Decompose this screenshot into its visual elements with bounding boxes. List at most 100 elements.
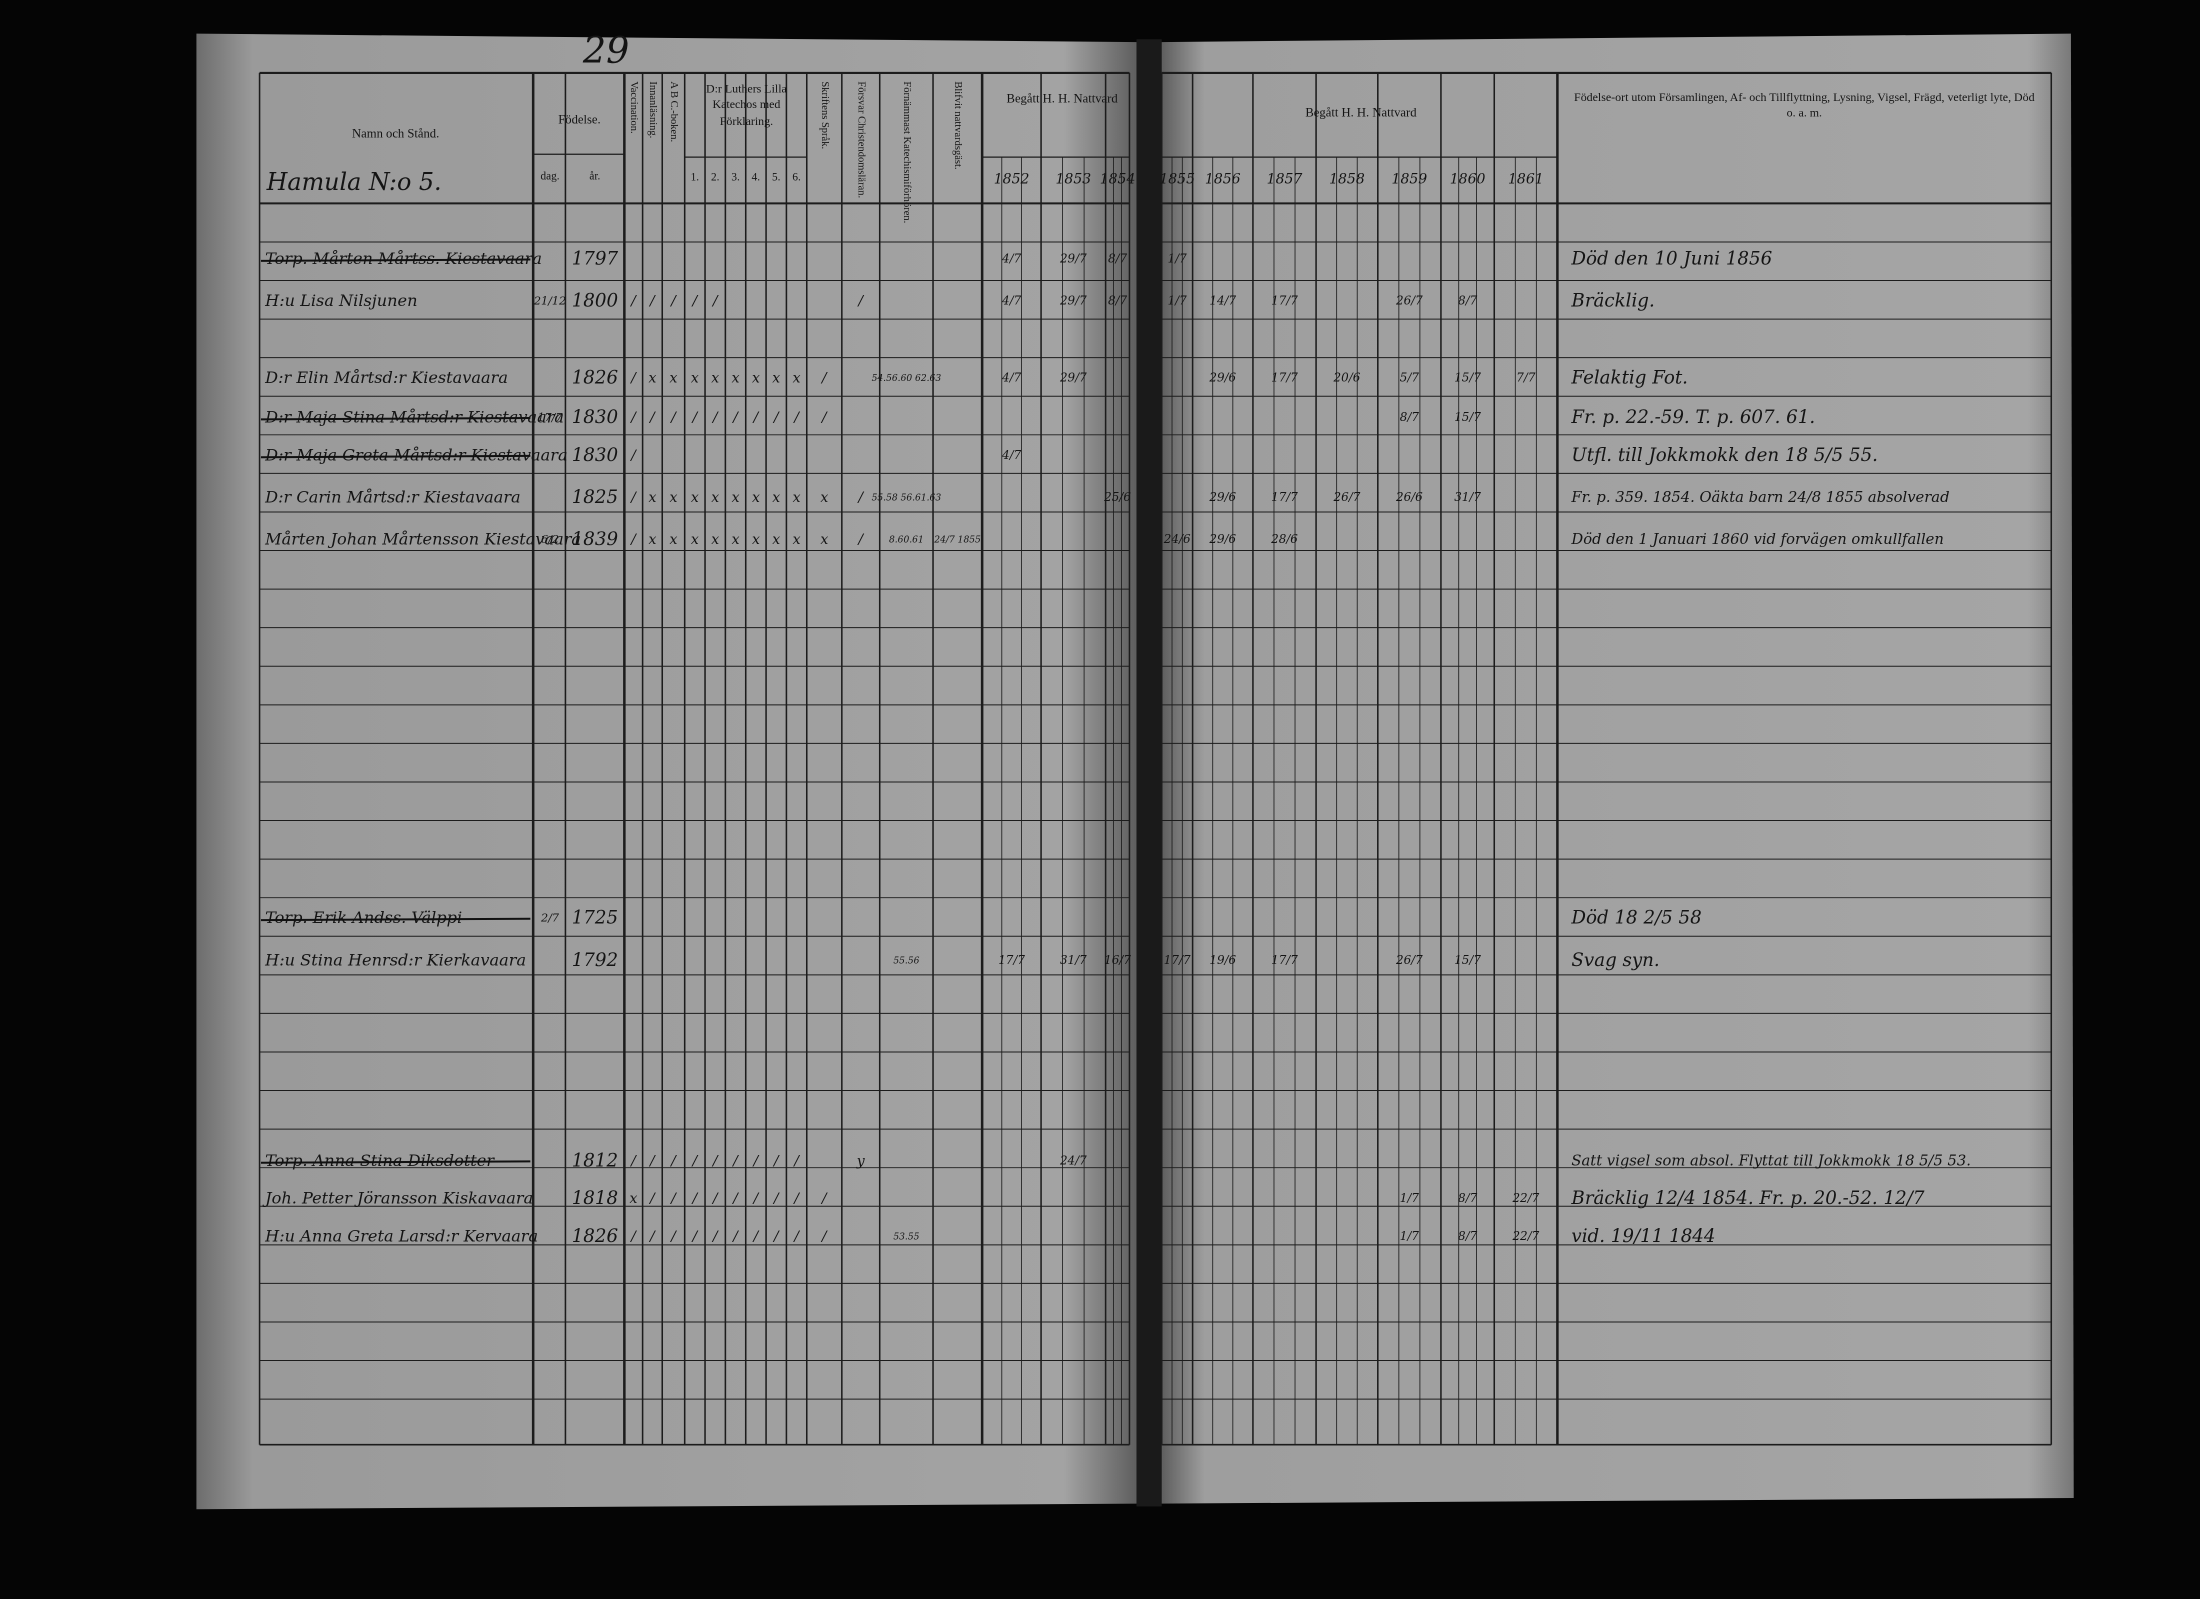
knowledge-mark: /: [629, 448, 637, 464]
knowledge-mark: /: [856, 490, 864, 506]
communion-date: 15/7: [1454, 410, 1481, 424]
birth-year: 1725: [572, 908, 618, 929]
left-page: [196, 33, 1140, 1510]
knowledge-mark: x: [772, 490, 780, 506]
strike-through: [260, 1160, 531, 1164]
person-name: H:u Anna Greta Larsd:r Kervaara: [264, 1227, 538, 1246]
communion-date: 15/7: [1454, 371, 1481, 385]
header-year: år.: [589, 170, 600, 182]
catechism-part: 2.: [711, 172, 720, 184]
communion-date: 29/6: [1208, 532, 1236, 546]
communion-date: 25/6: [1103, 490, 1131, 504]
knowledge-mark: x: [752, 371, 760, 387]
knowledge-mark: /: [752, 1191, 760, 1207]
communion-date: 29/7: [1059, 294, 1087, 308]
birth-day: 6/2: [541, 533, 559, 546]
knowledge-mark: /: [711, 1191, 719, 1207]
communion-date: 17/7: [1271, 490, 1298, 504]
knowledge-mark: /: [752, 1153, 760, 1169]
person-name: H:u Stina Henrsd:r Kierkavaara: [264, 950, 526, 969]
communion-date: 15/7: [1454, 953, 1481, 967]
communion-date: 8/7: [1458, 294, 1478, 308]
knowledge-mark: /: [690, 1191, 698, 1207]
knowledge-mark: x: [691, 490, 699, 506]
knowledge-mark: x: [820, 490, 828, 506]
knowledge-mark: /: [752, 1229, 760, 1245]
communion-date: 1/7: [1168, 294, 1188, 308]
catechism-part: 5.: [772, 172, 781, 184]
communion-date: 26/6: [1395, 490, 1423, 504]
knowledge-mark: /: [856, 294, 864, 310]
knowledge-mark: x: [732, 490, 740, 506]
communion-date: 31/7: [1454, 490, 1481, 504]
knowledge-mark: /: [711, 1153, 719, 1169]
remark: Död 18 2/5 58: [1570, 908, 1701, 929]
communion-date: 19/6: [1209, 953, 1236, 967]
knowledge-mark: x: [772, 532, 780, 548]
catechism-part: 3.: [731, 172, 740, 184]
knowledge-mark: /: [690, 1153, 698, 1169]
header-communion-left-box: Begått H. H. Nattvard: [1007, 91, 1118, 105]
knowledge-mark: /: [648, 1191, 656, 1207]
remark: Död den 10 Juni 1856: [1570, 248, 1772, 269]
knowledge-mark: x: [670, 532, 678, 548]
communion-date: 4/7: [1001, 448, 1022, 462]
knowledge-mark: x: [648, 490, 656, 506]
knowledge-mark: y: [856, 1153, 866, 1169]
year-header: 1854: [1100, 172, 1136, 188]
knowledge-mark: x: [793, 371, 801, 387]
communion-date: 29/6: [1208, 490, 1236, 504]
header-catechism-box: D:r Luthers Lilla Katechos med Förklarin…: [706, 81, 787, 127]
knowledge-mark: /: [711, 1229, 719, 1245]
person-name: D:r Elin Mårtsd:r Kiestavaara: [264, 368, 508, 387]
person-name: Torp. Erik Andss. Välppi: [265, 908, 462, 927]
knowledge-mark: x: [772, 371, 780, 387]
communion-date: 29/6: [1208, 371, 1236, 385]
communion-date: 28/6: [1270, 532, 1298, 546]
communion-date: 4/7: [1001, 294, 1022, 308]
communion-date: 29/7: [1059, 371, 1087, 385]
page-number: 29: [582, 29, 629, 72]
birth-year: 1792: [572, 950, 618, 971]
knowledge-mark: 24/7 1855: [933, 536, 981, 546]
knowledge-mark: x: [793, 490, 801, 506]
knowledge-mark: x: [630, 1191, 638, 1207]
person-name: D:r Carin Mårtsd:r Kiestavaara: [264, 487, 521, 506]
knowledge-mark: x: [732, 532, 740, 548]
communion-date: 17/7: [1271, 371, 1298, 385]
knowledge-mark: /: [792, 1191, 800, 1207]
knowledge-mark: x: [648, 371, 656, 387]
knowledge-mark: /: [629, 490, 637, 506]
person-name: D:r Maja Greta Mårtsd:r Kiestavaara: [264, 445, 567, 464]
birth-day: 2/7: [540, 912, 560, 925]
knowledge-mark: /: [731, 1153, 739, 1169]
header-birth: Födelse.: [558, 113, 600, 127]
knowledge-mark: 55.58 56.61.63: [872, 493, 942, 503]
knowledge-mark: /: [772, 1153, 780, 1169]
communion-date: 8/7: [1400, 410, 1420, 424]
knowledge-mark: /: [629, 1153, 637, 1169]
remark: Svag syn.: [1571, 950, 1659, 971]
knowledge-mark: /: [820, 410, 828, 426]
knowledge-mark: /: [772, 1229, 780, 1245]
knowledge-mark: /: [669, 1153, 677, 1169]
communion-date: 8/7: [1458, 1191, 1478, 1205]
knowledge-mark: 53.55: [893, 1233, 919, 1243]
catechism-part: 6.: [792, 172, 801, 184]
knowledge-mark: /: [669, 410, 677, 426]
knowledge-mark: /: [752, 410, 760, 426]
knowledge-mark: x: [711, 490, 719, 506]
knowledge-mark: /: [711, 410, 719, 426]
knowledge-mark: /: [648, 410, 656, 426]
knowledge-mark: /: [820, 1229, 828, 1245]
communion-date: 26/7: [1395, 294, 1423, 308]
communion-date: 8/7: [1458, 1229, 1478, 1243]
knowledge-mark: x: [752, 490, 760, 506]
birth-day: 21/12: [533, 295, 566, 308]
knowledge-mark: /: [690, 410, 698, 426]
remark: Bräcklig 12/4 1854. Fr. p. 20.-52. 12/7: [1570, 1188, 1924, 1209]
year-header: 1860: [1450, 172, 1486, 188]
birth-year: 1826: [572, 368, 618, 389]
knowledge-mark: /: [711, 294, 719, 310]
